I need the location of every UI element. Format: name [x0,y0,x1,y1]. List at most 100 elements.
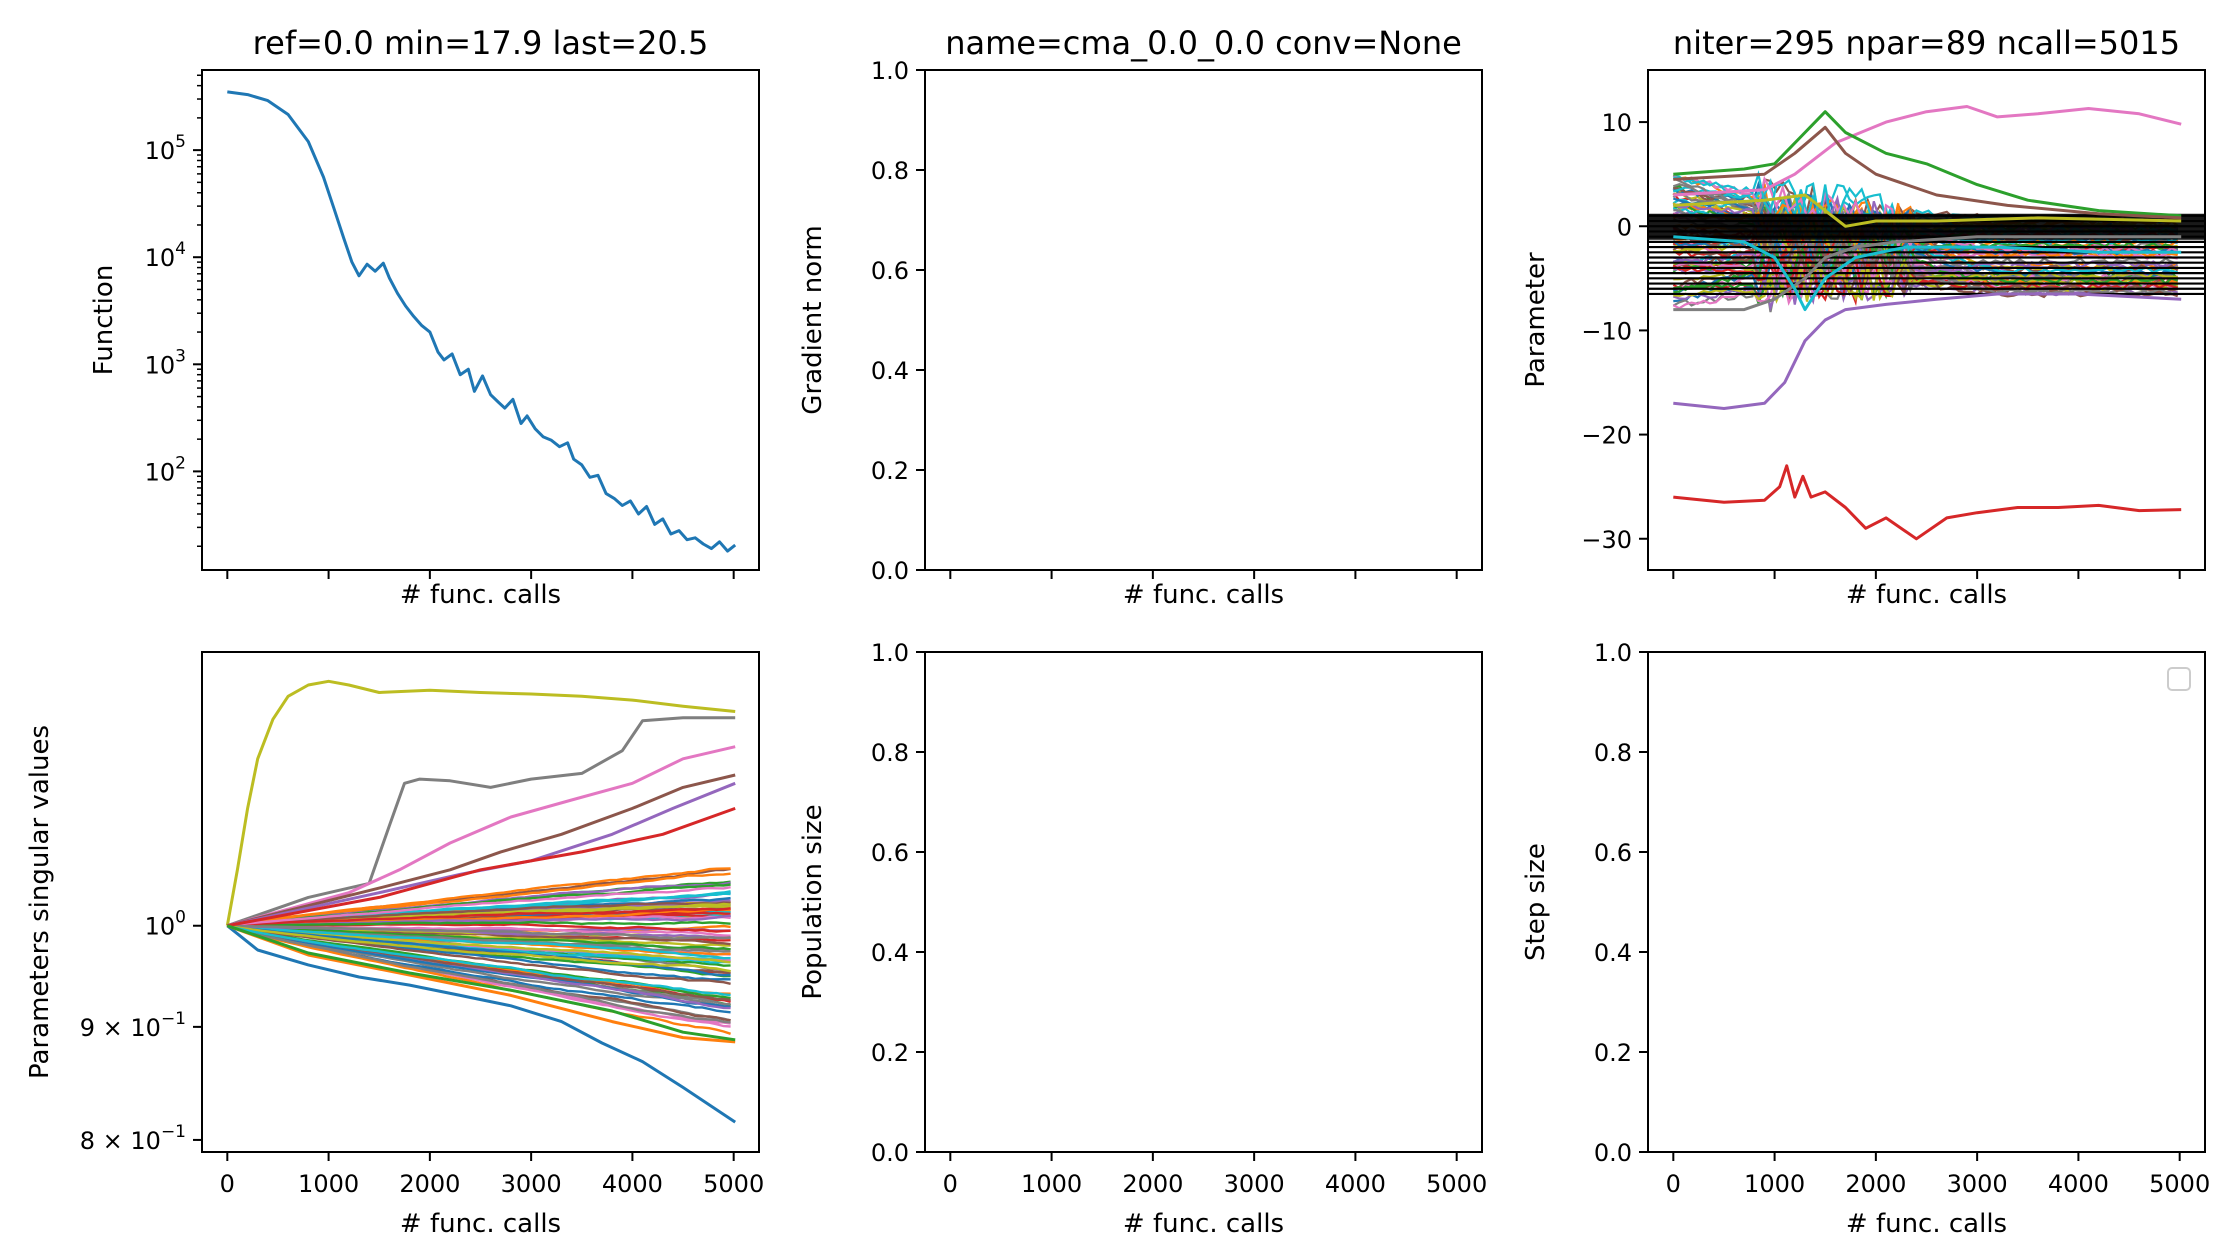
y-tick-label: 1.0 [871,639,909,667]
x-axis-label: # func. calls [1123,1209,1284,1239]
axes-frame [1647,651,2206,1153]
panel-title: niter=295 npar=89 ncall=5015 [1673,24,2180,62]
plot-area [227,90,737,553]
axes-frame [201,69,760,571]
axes-frame [924,651,1483,1153]
x-tick-label: 0 [943,1170,958,1198]
y-tick-label: 0.4 [1594,939,1632,967]
y-tick-label: −10 [1581,317,1632,345]
singular-value-band-line [227,901,731,927]
x-tick-label: 1000 [1744,1170,1805,1198]
panel-population: 0 1000 2000 3000 4000 5000 0.0 0.2 0.4 0.6 0.8 1.0 #… [798,639,1487,1239]
y-tick-label: 0.8 [1594,739,1632,767]
axes-frame [924,69,1483,571]
y-axis-label: Function [89,265,119,376]
x-axis-label: # func. calls [1846,580,2007,610]
x-tick-label: 3000 [501,1170,562,1198]
axes-frame [201,651,760,1153]
panel-function: 102 103 104 105 ref=0.0 min=17.9 last=20.5 # … [89,24,760,610]
y-axis-label: Parameters singular values [25,725,55,1079]
y-tick-label: 102 [145,453,186,486]
panel-parameters: −30 −20 −10 0 10 niter=295 npar=89 ncall=5015… [1521,24,2206,610]
series-line-2 [226,745,736,928]
series-line-0 [1673,464,2182,541]
y-tick-label: 0.8 [871,739,909,767]
panel-title: name=cma_0.0_0.0 conv=None [945,24,1462,62]
x-tick-label: 5000 [703,1170,764,1198]
singular-value-band-line [227,924,731,977]
series-line-1 [226,716,736,928]
plot-area [225,679,737,1124]
x-tick-label: 3000 [1947,1170,2008,1198]
y-tick-label: 10 [1601,109,1632,137]
panel-title: ref=0.0 min=17.9 last=20.5 [253,24,709,62]
y-tick-label: 0.6 [871,257,909,285]
y-tick-label: 0.0 [871,557,909,585]
y-tick-label: 0.0 [1594,1139,1632,1167]
series-line-0 [225,679,736,926]
x-tick-label: 1000 [1021,1170,1082,1198]
series-line-5 [1673,125,2182,220]
series-line-3 [1673,110,2182,218]
y-tick-label: −30 [1581,526,1632,554]
x-tick-label: 4000 [602,1170,663,1198]
x-axis-label: # func. calls [400,1209,561,1239]
singular-value-band-line [227,920,731,927]
x-axis-label: # func. calls [400,580,561,610]
y-tick-label: 105 [145,132,186,165]
y-axis-label: Parameter [1521,252,1551,388]
series-line-6 [1673,235,2182,312]
y-tick-label: 9 × 10−1 [80,1009,186,1042]
singular-value-band-line [227,907,731,927]
y-tick-label: 0.6 [1594,839,1632,867]
y-tick-label: 0.0 [871,1139,909,1167]
series-line-0 [227,90,737,553]
series-line-4 [1673,235,2182,312]
y-tick-label: 1.0 [871,57,909,85]
x-tick-label: 5000 [1426,1170,1487,1198]
singular-value-band-line [227,872,731,927]
singular-value-band-line [226,924,731,1035]
panel-gradient: 0.0 0.2 0.4 0.6 0.8 1.0 name=cma_0.0_0.0 conv=… [798,24,1483,610]
y-tick-label: 0.4 [871,357,909,385]
y-tick-label: 0.8 [871,157,909,185]
x-axis-label: # func. calls [1846,1209,2007,1239]
panel-singular_values: 0 1000 2000 3000 4000 5000 8 × 10−1 9 × 10−1 100… [25,651,764,1239]
series-line-7 [226,924,736,1044]
x-axis-label: # func. calls [1123,580,1284,610]
y-tick-label: 1.0 [1594,639,1632,667]
x-tick-label: 5000 [2149,1170,2210,1198]
singular-value-band-line [226,924,731,1024]
y-tick-label: 103 [145,346,186,379]
y-tick-label: 0.4 [871,939,909,967]
x-tick-label: 1000 [298,1170,359,1198]
y-tick-label: 100 [145,908,186,941]
x-tick-label: 0 [1666,1170,1681,1198]
series-line-3 [226,773,736,928]
singular-value-band-line [226,924,731,997]
panel-step: 0 1000 2000 3000 4000 5000 0.0 0.2 0.4 0.6 0.8 1.0 #… [1521,639,2210,1239]
axes-frame [1647,69,2206,571]
x-tick-label: 2000 [1845,1170,1906,1198]
series-line-6 [226,924,737,1124]
x-tick-label: 3000 [1224,1170,1285,1198]
x-tick-label: 4000 [2048,1170,2109,1198]
x-tick-label: 4000 [1325,1170,1386,1198]
legend-box [2167,667,2191,691]
singular-value-band-line [227,924,731,940]
y-axis-label: Step size [1521,843,1551,961]
x-tick-label: 2000 [399,1170,460,1198]
singular-value-band-line [227,924,731,973]
singular-value-band-line [227,886,731,927]
y-axis-label: Gradient norm [798,225,828,414]
y-tick-label: 104 [145,239,186,272]
singular-value-band-line [227,924,731,951]
y-tick-label: 8 × 10−1 [80,1122,186,1155]
series-line-7 [1673,193,2182,228]
y-tick-label: 0.6 [871,839,909,867]
singular-value-band-line [227,924,731,960]
series-line-8 [226,924,736,1042]
plot-area [1648,105,2205,541]
series-line-5 [227,806,736,928]
